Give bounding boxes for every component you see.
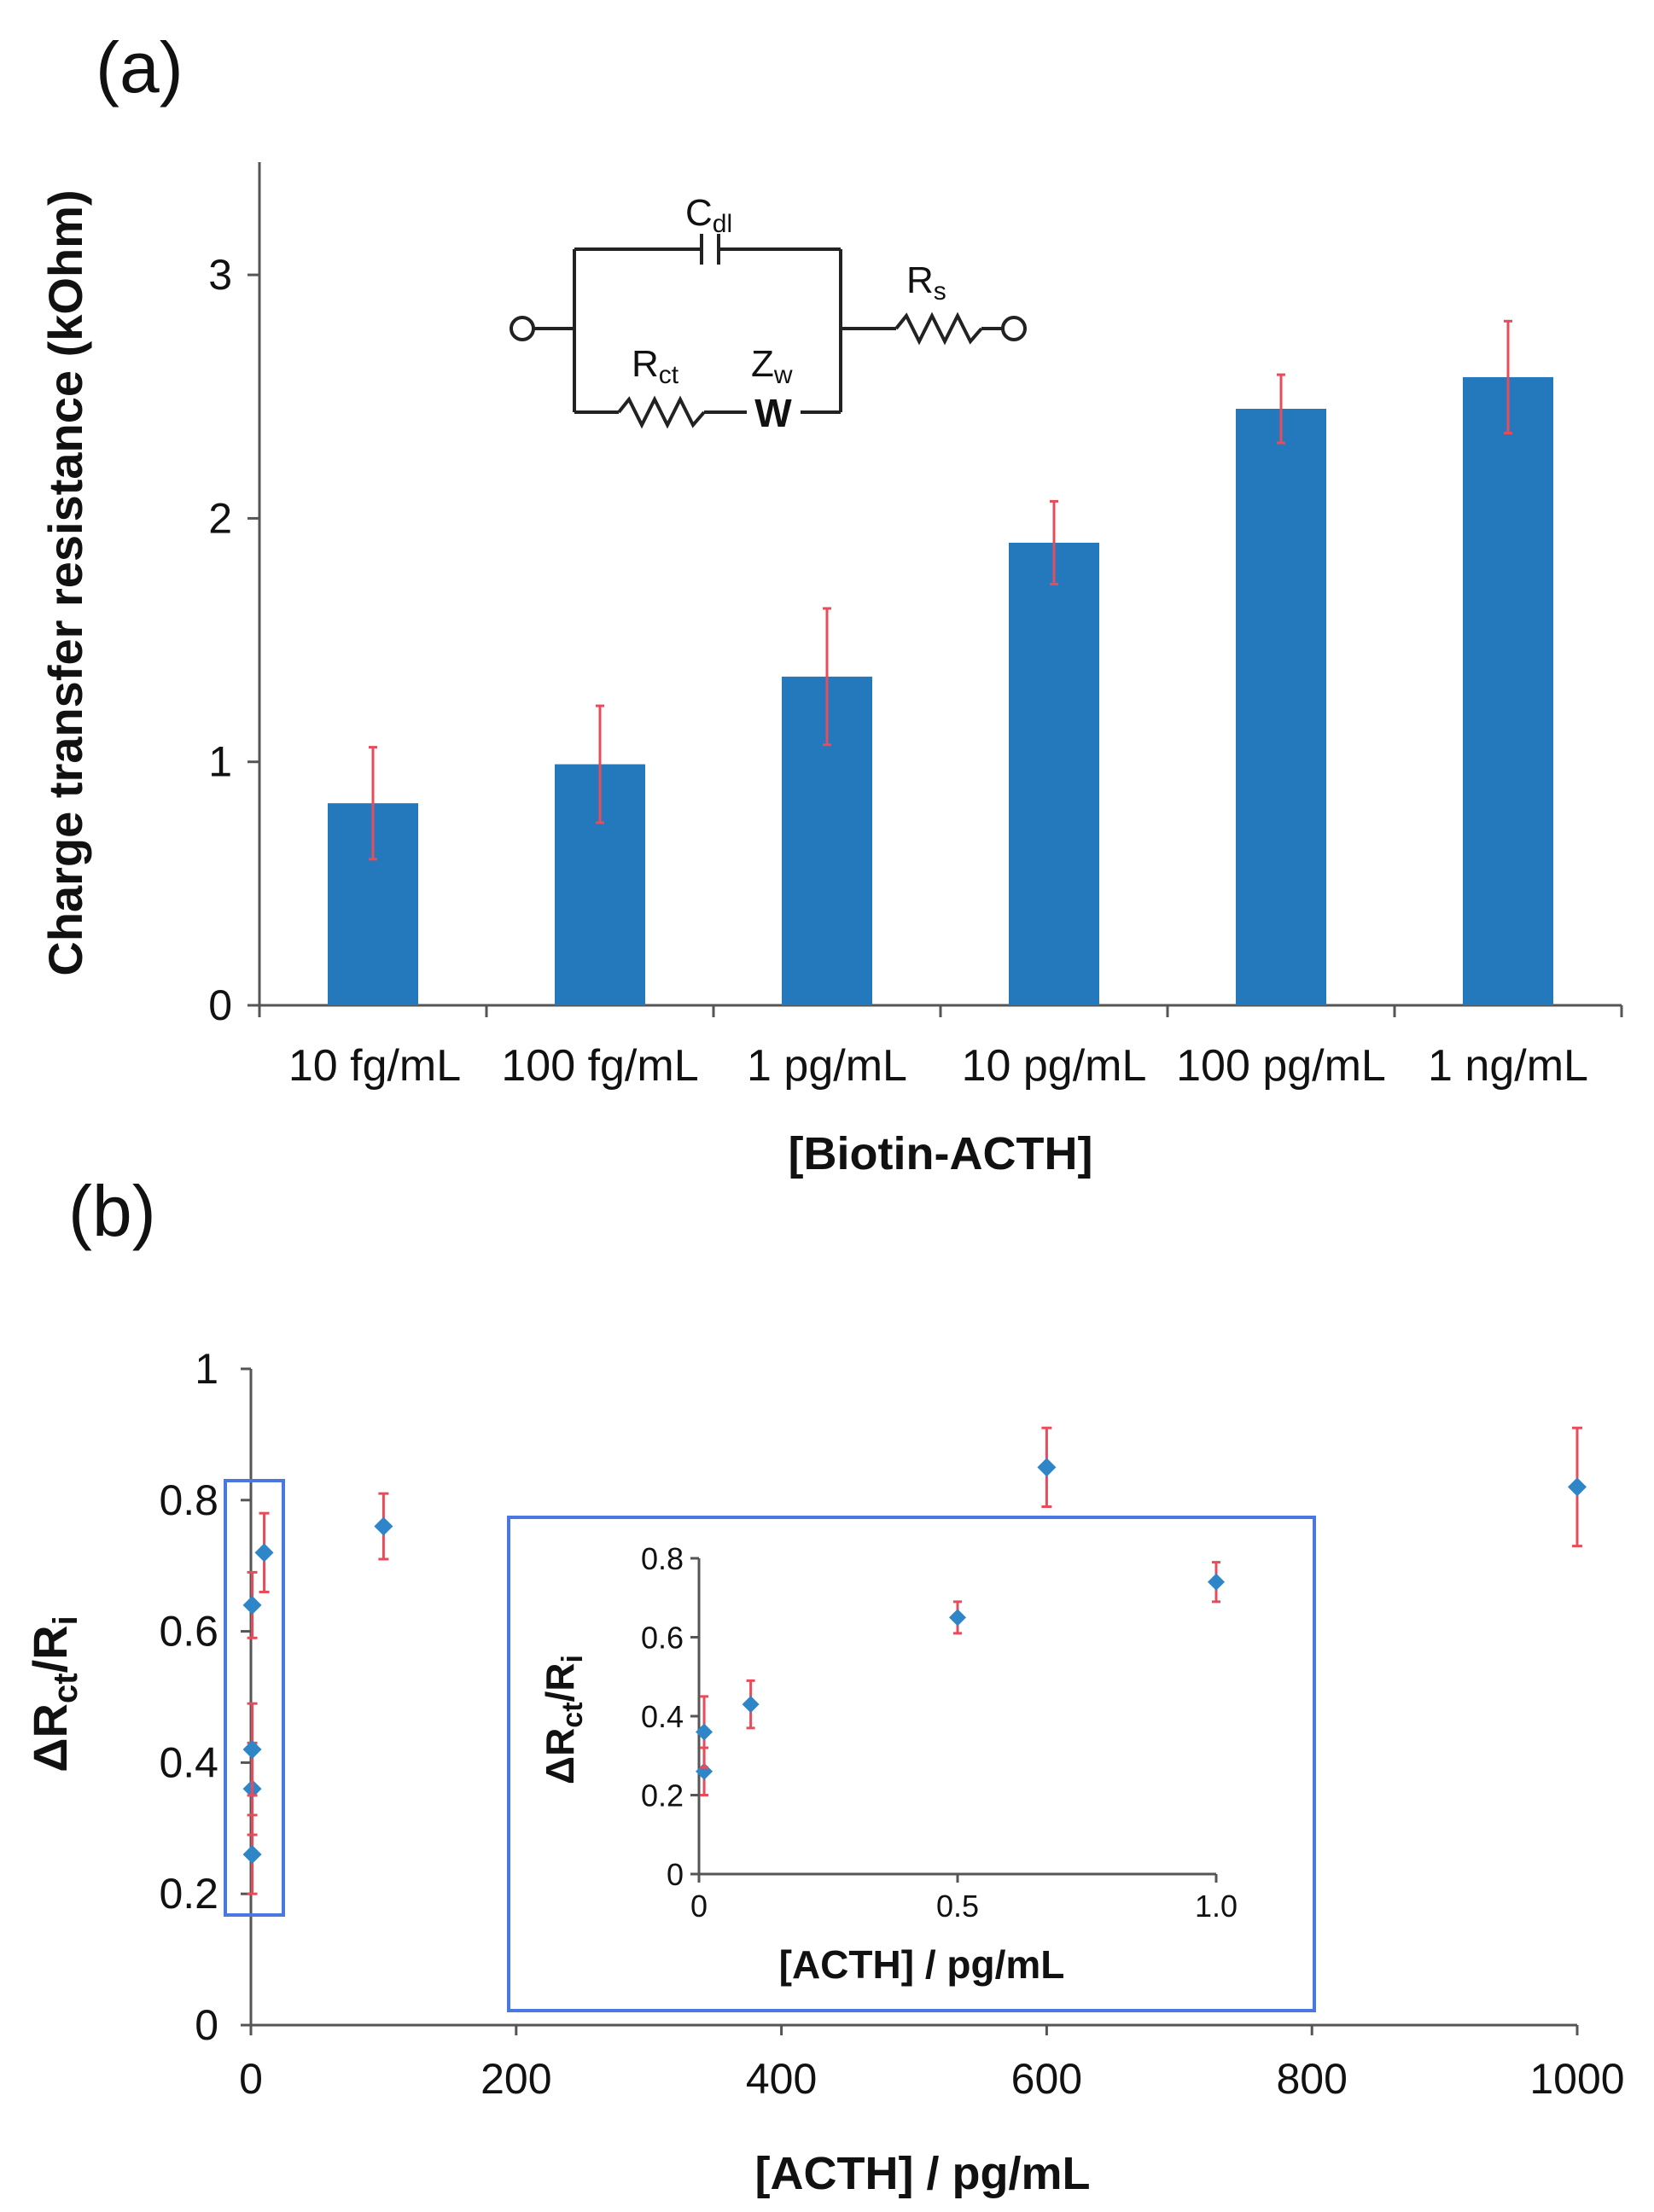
data-point [242, 1845, 262, 1865]
data-point [242, 1595, 262, 1615]
bar-chart: 0 1 2 3 10 fg/mL 100 fg/mL 1 pg/mL 10 pg/mL 100… [38, 162, 1623, 1179]
panel-a-label: (a) [96, 27, 183, 108]
svg-text:Rs: Rs [906, 259, 946, 306]
y-tick-label: 0.2 [159, 1870, 218, 1918]
category-label: 1 ng/mL [1428, 1041, 1588, 1091]
x-tick-label: 600 [1011, 2055, 1082, 2103]
x-axis-label: [ACTH] / pg/mL [755, 2148, 1091, 2199]
rs-resistor [894, 311, 983, 346]
category-label: 10 pg/mL [962, 1041, 1147, 1091]
svg-text:Zw: Zw [751, 343, 793, 389]
y-tick-label: 0.8 [159, 1476, 218, 1524]
category-label: 10 fg/mL [288, 1041, 461, 1091]
y-tick-label: 0.6 [159, 1608, 218, 1656]
equivalent-circuit-diagram [510, 234, 1027, 429]
x-axis-label: [Biotin-ACTH] [789, 1128, 1093, 1179]
y-tick-label: 2 [208, 494, 232, 542]
y-tick-label: 0 [208, 981, 232, 1029]
rct-subscript: ct [659, 361, 679, 389]
inset-x-axis-label: [ACTH] / pg/mL [779, 1942, 1065, 1987]
warburg-symbol: W [754, 391, 792, 435]
data-point [242, 1740, 262, 1760]
data-point [1208, 1573, 1225, 1591]
x-tick-label: 1.0 [1195, 1889, 1238, 1924]
circuit-labels: Cdl Rs Rct Zw W [632, 192, 946, 435]
category-label: 100 fg/mL [501, 1041, 698, 1091]
cdl-label: C [685, 192, 713, 234]
y-axis-label: ΔRct/Ri [23, 1615, 84, 1772]
y-tick-label: 0.6 [641, 1621, 684, 1656]
circuit-left-terminal [510, 316, 535, 341]
x-tick-label: 0 [690, 1889, 708, 1924]
panel-b-label: (b) [68, 1171, 156, 1251]
data-point [949, 1609, 966, 1627]
data-point [254, 1543, 274, 1563]
svg-text:Cdl: Cdl [685, 192, 732, 238]
y-tick-label: 0.8 [641, 1541, 684, 1576]
data-point [696, 1723, 713, 1741]
category-label: 1 pg/mL [747, 1041, 907, 1091]
zoom-region-box [224, 1479, 285, 1917]
rs-subscript: s [934, 277, 946, 306]
data-point [1037, 1458, 1057, 1477]
y-tick-label: 0 [667, 1857, 684, 1892]
rct-resistor [617, 395, 706, 429]
y-tick-label: 0 [195, 2001, 218, 2049]
circuit-right-terminal [1001, 316, 1027, 341]
data-point [742, 1696, 760, 1714]
x-tick-label: 400 [746, 2055, 817, 2103]
y-tick-label: 3 [208, 251, 232, 299]
x-tick-label: 800 [1276, 2055, 1347, 2103]
bar [1463, 376, 1553, 1005]
bar [1009, 542, 1099, 1005]
y-axis-label: Charge transfer resistance (kOhm) [38, 189, 92, 975]
y-tick-label: 0.4 [159, 1738, 218, 1786]
x-tick-label: 1000 [1529, 2055, 1624, 2103]
y-tick-label: 1 [195, 1345, 218, 1393]
y-tick-label: 0.2 [641, 1778, 684, 1813]
inset-scatter-chart: 0 0.2 0.4 0.6 0.8 0 0.5 1.0 [ACTH] / pg/mL ΔRc… [507, 1516, 1316, 2012]
x-tick-label: 200 [480, 2055, 551, 2103]
cdl-subscript: dl [713, 210, 732, 238]
inset-frame [507, 1516, 1316, 2012]
zw-subscript: w [773, 361, 793, 389]
bar [1236, 409, 1326, 1005]
x-tick-label: 0 [239, 2055, 263, 2103]
rct-label: R [632, 343, 659, 385]
scatter-chart: 0 0.2 0.4 0.6 0.8 1 0 200 400 600 800 1000 [ACTH] … [23, 1345, 1625, 2199]
data-point [1568, 1477, 1587, 1497]
rs-label: R [906, 259, 934, 301]
inset-y-axis-label: ΔRct/Ri [538, 1655, 589, 1784]
zw-label: Z [751, 343, 774, 385]
x-tick-label: 0.5 [936, 1889, 979, 1924]
y-tick-label: 0.4 [641, 1699, 684, 1734]
y-tick-label: 1 [208, 738, 232, 786]
category-label: 100 pg/mL [1176, 1041, 1386, 1091]
svg-text:Rct: Rct [632, 343, 679, 389]
data-point [374, 1516, 393, 1536]
